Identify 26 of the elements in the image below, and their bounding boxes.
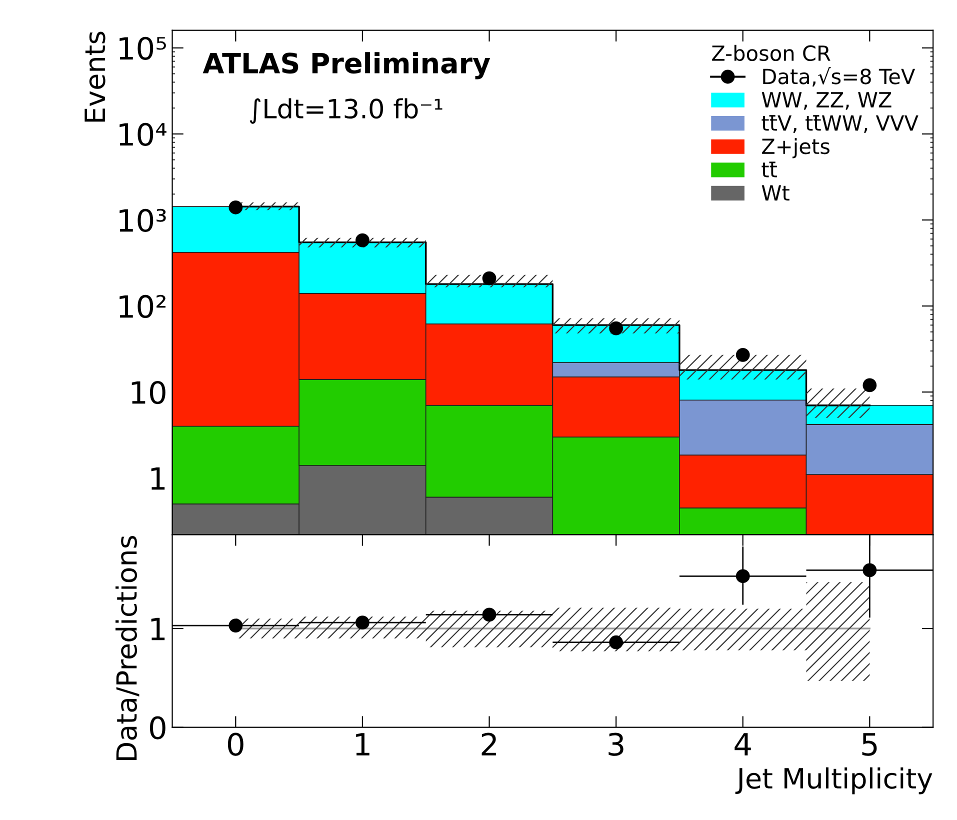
- legend-label: Data,√s=8 TeV: [763, 67, 916, 86]
- annotation: ∫Ldt=13.0 fb⁻¹: [250, 98, 442, 124]
- y-tick-label: 10⁴: [120, 122, 166, 146]
- y-tick-label: 10³: [120, 208, 166, 232]
- y-axis-title: Data/Predictions: [116, 536, 140, 760]
- x-tick-label: 2: [482, 732, 496, 756]
- y-tick-label: 10²: [120, 294, 166, 318]
- x-tick-label: 4: [734, 733, 751, 756]
- x-tick-label: 0: [228, 732, 244, 756]
- x-tick-label: 5: [862, 733, 877, 756]
- annotation: ATLAS Preliminary: [202, 52, 490, 80]
- x-axis-title: Jet Multiplicity: [735, 767, 932, 794]
- x-tick-label: 3: [608, 732, 624, 756]
- y-tick-label: 10: [132, 380, 166, 404]
- legend-title: Z-boson CR: [712, 44, 830, 62]
- y-axis-title: Events: [84, 32, 106, 122]
- legend-label: Wt: [762, 185, 790, 200]
- legend-label: WW, ZZ, WZ: [762, 92, 892, 110]
- legend-label: tt̄: [762, 162, 777, 178]
- y-tick-label: 10⁵: [120, 36, 166, 60]
- x-tick-label: 1: [356, 733, 370, 756]
- y-tick-label: 0: [150, 716, 166, 740]
- y-tick-label: 1: [151, 467, 165, 490]
- legend-label: Z+jets: [762, 138, 830, 158]
- legend-label: tt̄V, tt̄WW, VVV: [762, 115, 918, 134]
- y-tick-label: 1: [151, 618, 165, 640]
